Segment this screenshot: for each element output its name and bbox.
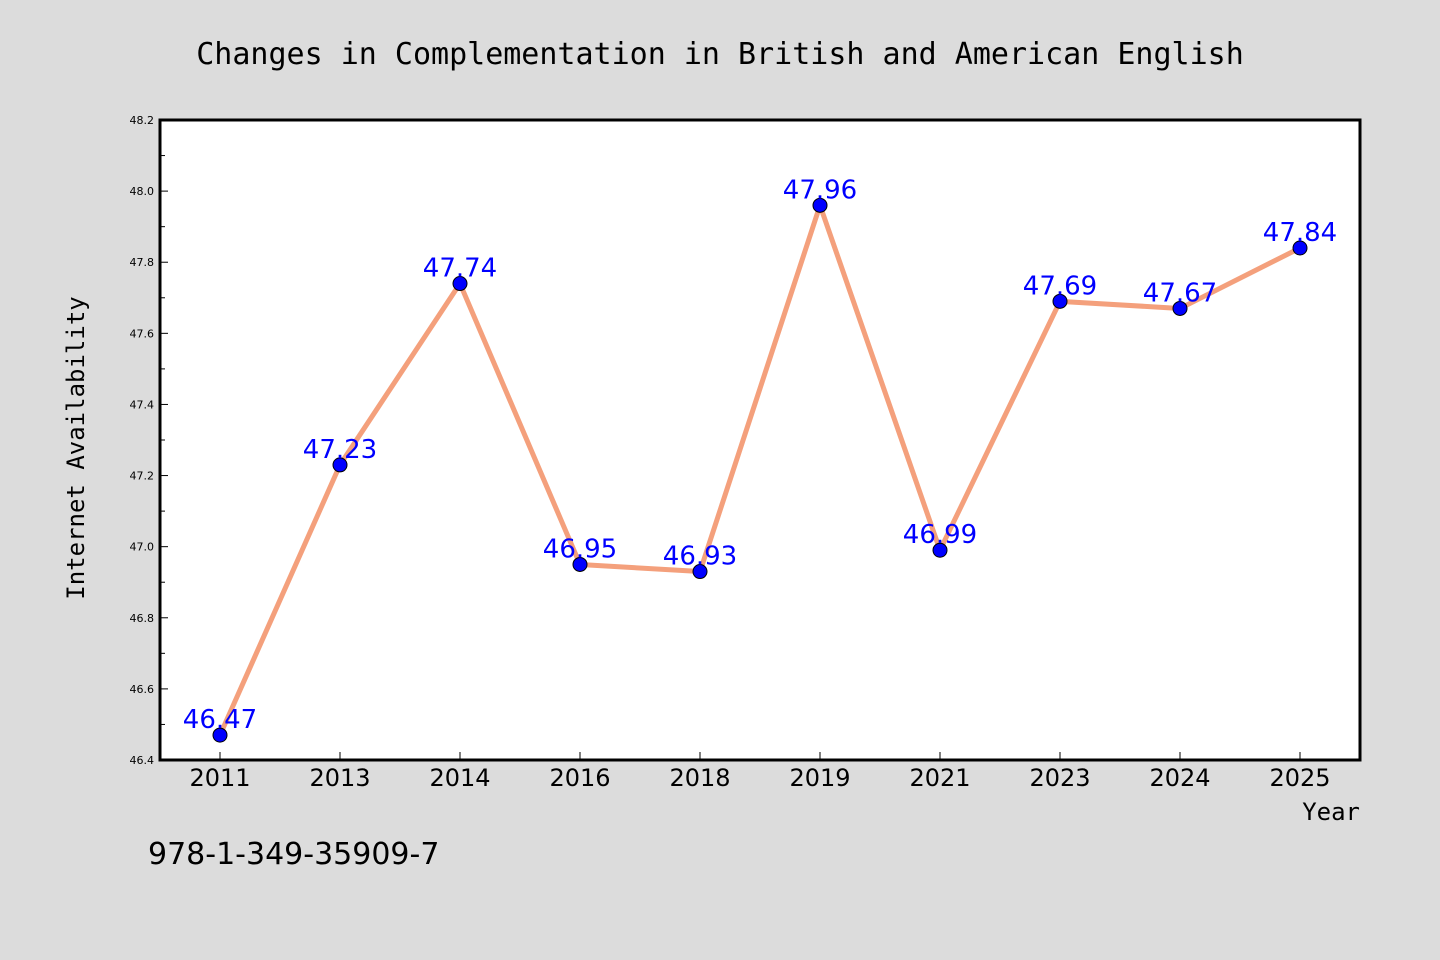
- y-tick-label: 46.4: [130, 754, 155, 767]
- y-tick-label: 46.6: [130, 683, 155, 696]
- x-tick-label: 2018: [669, 764, 730, 792]
- y-axis-label: Internet Availability: [62, 296, 90, 599]
- data-label: 46.95: [543, 534, 617, 564]
- y-tick-label: 48.2: [130, 114, 155, 127]
- data-point: [212, 727, 228, 743]
- data-point: [932, 542, 948, 558]
- y-tick-label: 46.8: [130, 612, 155, 625]
- y-tick-label: 47.0: [130, 541, 155, 554]
- data-point: [812, 197, 828, 213]
- x-tick-label: 2014: [429, 764, 490, 792]
- x-axis-ticks: 2011 2013 2014 2016 2018 2019 2021 2023 2024 2025: [189, 752, 1331, 792]
- data-label: 47.23: [303, 435, 377, 465]
- data-point: [332, 457, 348, 473]
- data-label: 46.99: [903, 520, 977, 550]
- x-tick-label: 2016: [549, 764, 610, 792]
- data-point: [572, 556, 588, 572]
- data-label: 47.74: [423, 254, 497, 284]
- x-tick-label: 2024: [1149, 764, 1210, 792]
- y-tick-label: 47.6: [130, 327, 155, 340]
- data-point: [1172, 300, 1188, 316]
- x-tick-label: 2021: [909, 764, 970, 792]
- data-label: 46.93: [663, 542, 737, 572]
- data-point: [452, 276, 468, 292]
- chart-title: Changes in Complementation in British an…: [196, 37, 1244, 72]
- data-point: [1052, 293, 1068, 309]
- y-axis-ticks: 46.4 46.6 46.8 47.0 47.2 47.4 47.6 47.8 48.0 48.2: [130, 114, 168, 767]
- data-point: [692, 564, 708, 580]
- plot-area: [158, 118, 1362, 762]
- x-tick-label: 2011: [189, 764, 250, 792]
- y-tick-label: 47.2: [130, 470, 155, 483]
- series-line: [217, 202, 1302, 737]
- y-tick-label: 47.8: [130, 256, 155, 269]
- x-tick-label: 2013: [309, 764, 370, 792]
- data-point: [1292, 240, 1308, 256]
- x-axis-label: Year: [1302, 798, 1360, 826]
- data-label: 47.67: [1143, 278, 1217, 308]
- data-labels: 46.47 47.23 47.74 46.95 46.93 47.96 46.99 47.69…: [183, 175, 1337, 735]
- data-label: 47.96: [783, 175, 857, 205]
- x-tick-label: 2023: [1029, 764, 1090, 792]
- x-tick-label: 2025: [1269, 764, 1330, 792]
- isbn-footer: 978-1-349-35909-7: [148, 837, 439, 872]
- data-label: 47.84: [1263, 218, 1337, 248]
- x-tick-label: 2019: [789, 764, 850, 792]
- series-markers: [212, 197, 1308, 743]
- data-label: 46.47: [183, 705, 257, 735]
- y-tick-label: 47.4: [130, 398, 155, 411]
- data-label: 47.69: [1023, 271, 1097, 301]
- y-tick-label: 48.0: [130, 185, 155, 198]
